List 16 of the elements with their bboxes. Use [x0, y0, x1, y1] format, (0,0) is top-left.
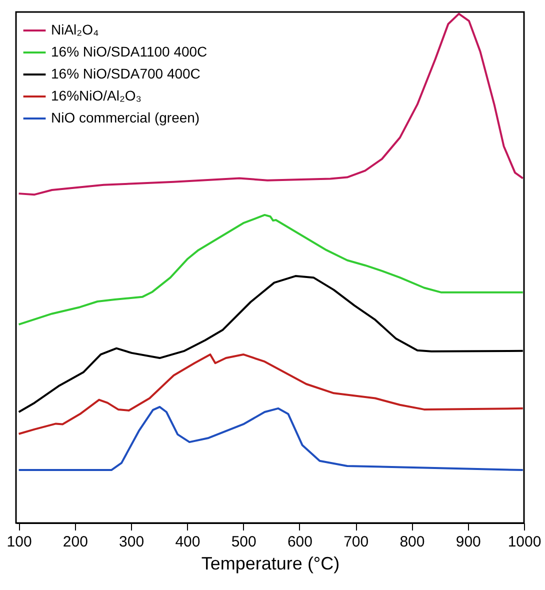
legend-label: NiO commercial (green) [51, 110, 200, 126]
x-tick-label: 1000 [508, 534, 542, 550]
legend-label: 16%NiO/Al₂O₃ [51, 88, 142, 104]
x-axis-title: Temperature (°C) [201, 554, 340, 574]
legend-label: 16% NiO/SDA700 400C [51, 66, 200, 82]
x-tick-label: 600 [287, 534, 312, 550]
x-tick-label: 700 [344, 534, 369, 550]
x-tick-label: 300 [119, 534, 144, 550]
x-tick-label: 100 [6, 534, 32, 550]
x-tick-label: 900 [456, 534, 481, 550]
x-tick-label: 800 [400, 534, 425, 550]
x-tick-label: 200 [62, 534, 88, 550]
x-tick-label: 500 [231, 534, 256, 550]
x-tick-label: 400 [175, 534, 200, 550]
legend-label: NiAl₂O₄ [51, 22, 99, 38]
legend-label: 16% NiO/SDA1100 400C [51, 44, 208, 60]
